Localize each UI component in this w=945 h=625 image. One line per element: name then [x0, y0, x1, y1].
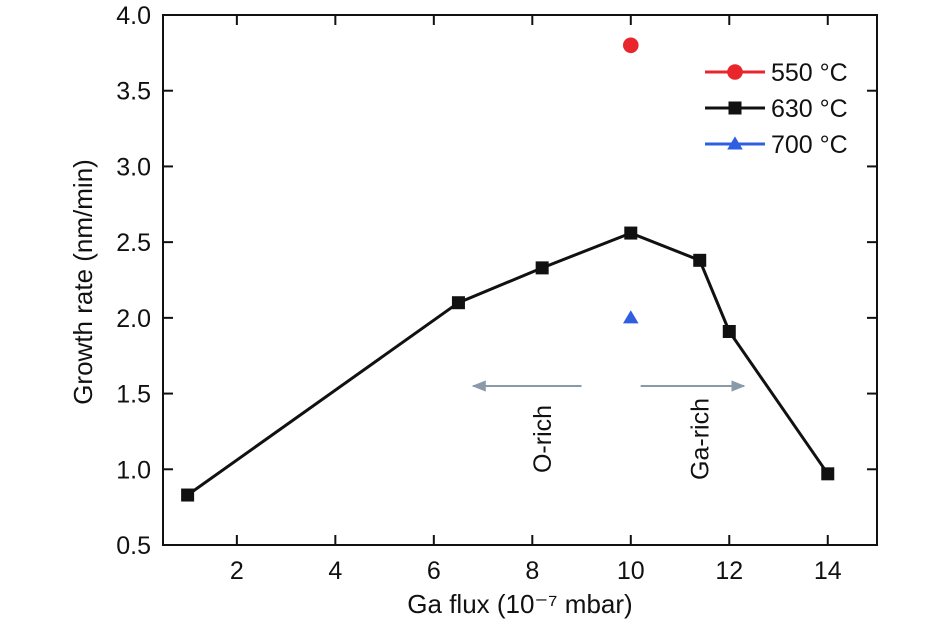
x-tick-label: 8 — [525, 557, 539, 585]
x-tick-label: 10 — [617, 557, 645, 585]
series-line — [186, 231, 829, 497]
data-point — [821, 467, 835, 481]
ticks: 2 4 6 8 10 12 14 0.5 1.0 1.5 2.0 2.5 3.0 3.5 4.0 — [116, 2, 877, 585]
y-tick-label: 3.0 — [116, 153, 151, 181]
annotation-label: O-rich — [529, 405, 557, 473]
series-markers — [181, 37, 835, 502]
y-tick-label: 2.5 — [116, 229, 151, 257]
legend-label: 700 °C — [771, 131, 848, 159]
x-tick-label: 12 — [715, 557, 743, 585]
annotation-label: Ga-rich — [687, 398, 715, 480]
x-axis-title: Ga flux (10⁻⁷ mbar) — [407, 589, 632, 619]
annotations: O-rich Ga-rich — [529, 398, 715, 480]
legend: 550 °C 630 °C 700 °C — [705, 59, 848, 159]
data-point — [624, 226, 638, 240]
data-point — [727, 136, 743, 150]
data-point — [181, 488, 195, 502]
data-point — [693, 253, 707, 267]
x-tick-label: 6 — [427, 557, 441, 585]
y-tick-label: 4.0 — [116, 2, 151, 30]
data-point — [622, 310, 639, 324]
data-point — [727, 64, 743, 80]
data-point — [722, 324, 736, 338]
y-tick-label: 3.5 — [116, 78, 151, 106]
y-tick-label: 1.5 — [116, 381, 151, 409]
data-point — [535, 261, 549, 275]
legend-label: 630 °C — [771, 95, 848, 123]
data-point — [451, 296, 465, 310]
y-tick-label: 1.0 — [116, 456, 151, 484]
legend-label: 550 °C — [771, 59, 848, 87]
x-tick-label: 14 — [814, 557, 842, 585]
plot-frame — [162, 14, 878, 546]
y-tick-label: 2.0 — [116, 305, 151, 333]
x-tick-label: 4 — [328, 557, 342, 585]
data-point — [728, 101, 742, 115]
y-tick-label: 0.5 — [116, 532, 151, 560]
y-axis-title: Growth rate (nm/min) — [68, 159, 98, 405]
series-lines — [186, 231, 829, 497]
data-point — [622, 37, 639, 54]
x-tick-label: 2 — [230, 557, 244, 585]
